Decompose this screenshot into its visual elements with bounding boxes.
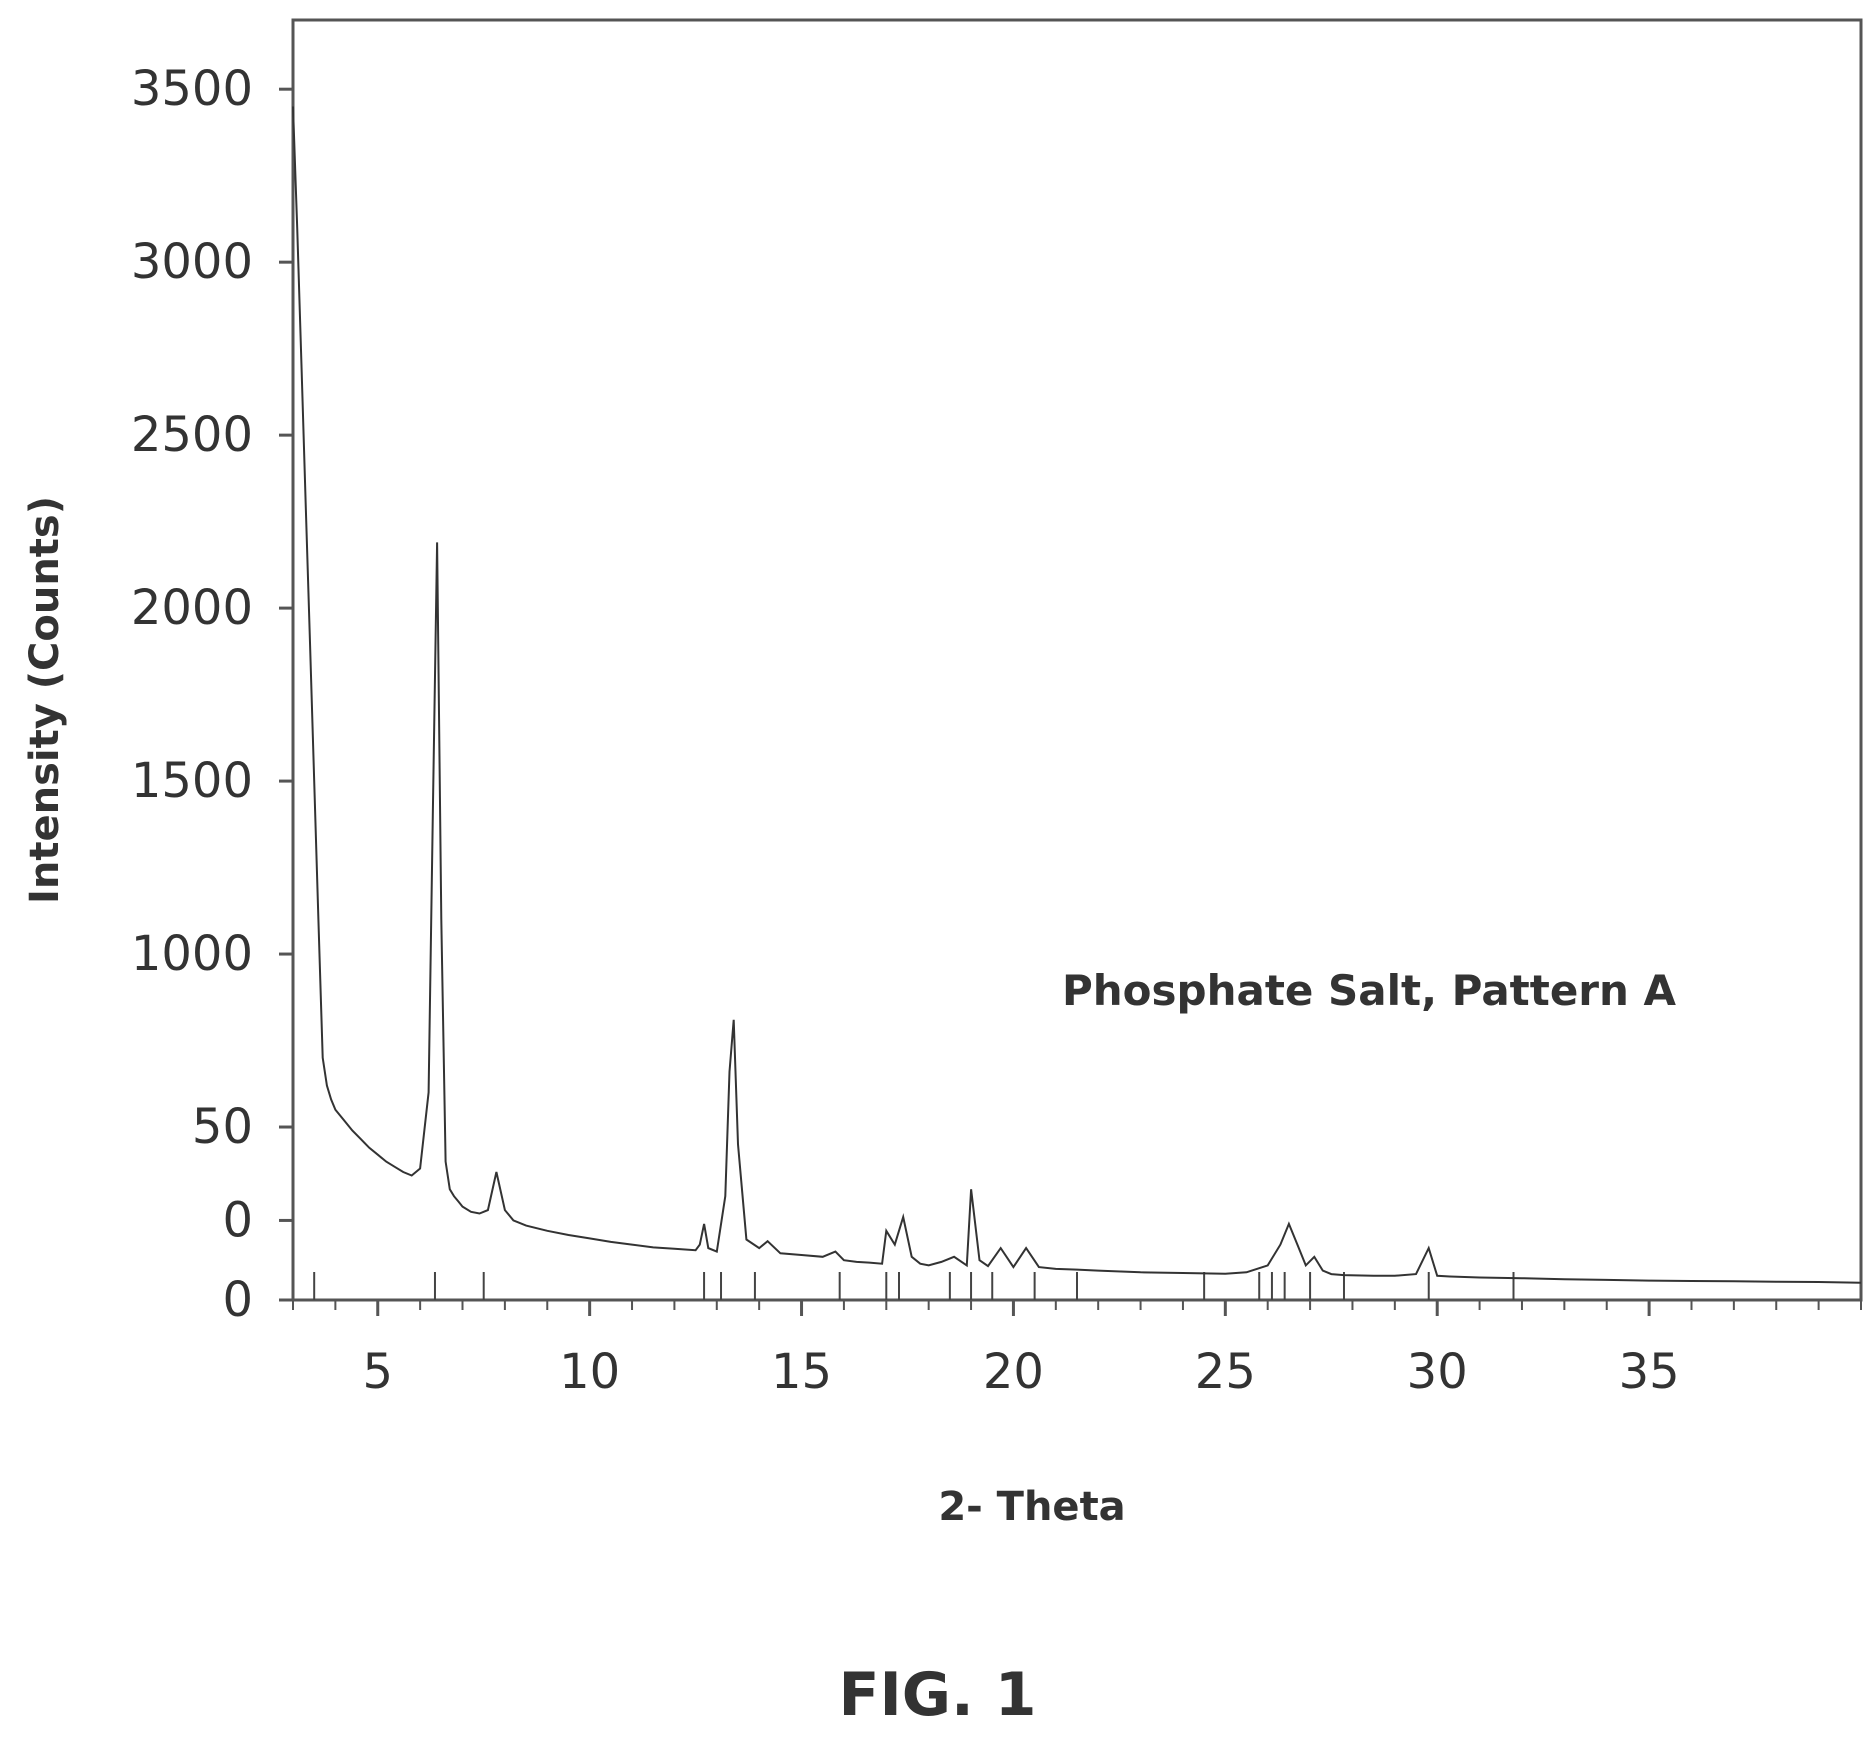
y-tick-label: 2000 [131, 580, 253, 636]
x-tick-label: 10 [559, 1344, 620, 1400]
plot-frame [291, 18, 1863, 1302]
pattern-annotation: Phosphate Salt, Pattern A [1062, 966, 1677, 1015]
y-axis-ticks: 0 0 50 1000 1500 2000 2500 3000 3500 [131, 61, 293, 1328]
y-tick-label: 50 [192, 1099, 253, 1155]
x-axis-title: 2- Theta [938, 1484, 1125, 1530]
y-tick-label: 2500 [131, 407, 253, 463]
x-tick-label: 5 [362, 1344, 393, 1400]
y-tick-label: 3000 [131, 234, 253, 290]
reference-peak-ticks [313, 1272, 1515, 1300]
y-tick-label: 1000 [131, 926, 253, 982]
x-tick-label: 35 [1619, 1344, 1680, 1400]
y-tick-label: 0 [222, 1272, 253, 1328]
y-axis-title: Intensity (Counts) [22, 496, 68, 904]
diffraction-pattern-line [292, 106, 1862, 1284]
y-tick-label: 3500 [131, 61, 253, 117]
y-tick-label: 1500 [131, 753, 253, 809]
x-axis-ticks: 5 10 15 20 25 30 35 [292, 1300, 1862, 1400]
x-tick-label: 15 [771, 1344, 832, 1400]
y-tick-label: 0 [222, 1192, 253, 1248]
x-tick-label: 30 [1407, 1344, 1468, 1400]
x-tick-label: 20 [983, 1344, 1044, 1400]
figure-caption: FIG. 1 [838, 1660, 1037, 1730]
x-tick-label: 25 [1195, 1344, 1256, 1400]
